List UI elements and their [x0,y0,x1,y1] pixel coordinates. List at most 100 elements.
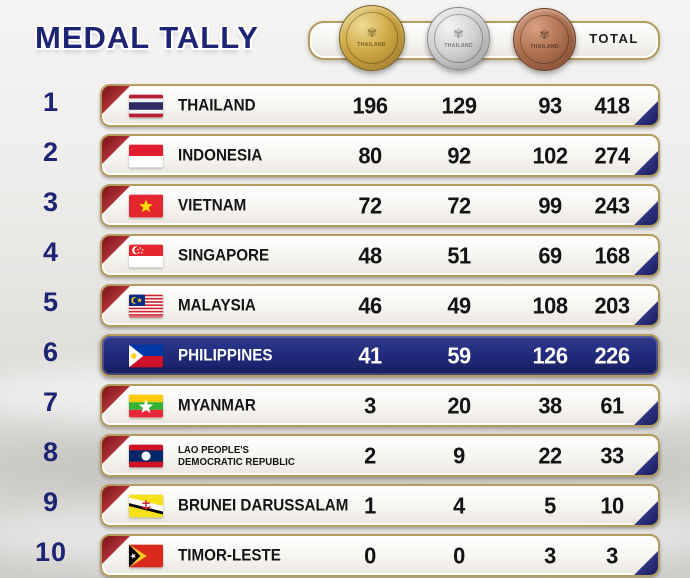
bronze-count: 38 [538,392,562,418]
medal-emblem: ✾ [366,25,378,40]
gold-count: 1 [364,492,376,518]
total-count: 226 [594,342,630,368]
red-corner-ribbon [102,436,130,464]
rank-label: 8 [42,437,60,467]
medal-emblem: ✾ [539,26,550,42]
bronze-count: 5 [544,492,556,518]
navy-corner-ribbon [634,451,658,475]
medal-ring [434,14,483,63]
gold-count: 72 [358,192,382,218]
bronze-count: 102 [532,142,568,168]
bronze-count: 93 [538,92,562,118]
total-count: 3 [606,542,618,568]
rank-label: 1 [42,87,60,117]
silver-medal-icon: ✾ THAILAND [427,7,490,70]
country-name: INDONESIA [178,146,263,164]
medal-label: THAILAND [530,43,559,49]
silver-count: 0 [453,542,465,568]
country-name: VIETNAM [178,196,247,214]
bronze-count: 108 [532,292,568,318]
country-flag-icon-timor-leste [129,544,163,567]
silver-count: 49 [447,292,471,318]
silver-count: 92 [447,142,471,168]
country-flag-icon-indonesia [129,144,163,167]
country-bar: MYANMAR 3 20 38 61 [100,384,660,427]
country-flag-icon-thailand [129,94,163,117]
country-bar: SINGAPORE 48 51 69 168 [100,234,660,277]
country-name: MALAYSIA [178,296,256,314]
table-row: 6 PHILIPPINES 41 59 126 226 [0,330,690,380]
bronze-count: 3 [544,542,556,568]
navy-corner-ribbon [634,251,658,275]
country-bar: VIETNAM 72 72 99 243 [100,184,660,227]
total-count: 168 [594,242,630,268]
red-corner-ribbon [102,386,130,414]
country-flag-icon-philippines [129,344,163,367]
country-name: SINGAPORE [178,246,270,264]
red-corner-ribbon [102,486,130,514]
navy-corner-ribbon [634,151,658,175]
silver-count: 20 [447,392,471,418]
country-bar: INDONESIA 80 92 102 274 [100,134,660,177]
country-bar: MALAYSIA 46 49 108 203 [100,284,660,327]
navy-corner-ribbon [634,401,658,425]
silver-count: 72 [447,192,471,218]
total-count: 243 [594,192,630,218]
country-bar: BRUNEI DARUSSALAM 1 4 5 10 [100,484,660,527]
gold-count: 80 [358,142,382,168]
gold-count: 48 [358,242,382,268]
country-flag-icon-malaysia [129,294,163,317]
gold-count: 41 [358,342,382,368]
rank-label: 4 [42,237,60,267]
rank-label: 9 [42,487,60,517]
bronze-count: 22 [538,442,562,468]
silver-count: 4 [453,492,465,518]
gold-count: 196 [352,92,388,118]
table-row: 5 MALAYSIA 46 49 108 203 [0,280,690,330]
medal-ring [346,12,398,64]
medal-emblem: ✾ [453,25,464,41]
country-name: THAILAND [178,96,256,114]
total-count: 203 [594,292,630,318]
table-row: 7 MYANMAR 3 20 38 61 [0,380,690,430]
table-row: 3 VIETNAM 72 72 99 243 [0,180,690,230]
country-bar: THAILAND 196 129 93 418 [100,84,660,127]
table-row: 8 LAO PEOPLE'S DEMOCRATIC REPUBLIC 2 9 22… [0,430,690,480]
rank-label: 10 [34,537,68,567]
gold-count: 3 [364,392,376,418]
rank-label: 2 [42,137,60,167]
navy-corner-ribbon [634,301,658,325]
country-name: LAO PEOPLE'S DEMOCRATIC REPUBLIC [178,443,295,468]
table-row: 2 INDONESIA 80 92 102 274 [0,130,690,180]
total-count: 33 [600,442,624,468]
table-row: 4 SINGAPORE 48 51 69 168 [0,230,690,280]
country-name: MYANMAR [178,396,256,414]
red-corner-ribbon [102,286,130,314]
medal-label: THAILAND [357,41,387,48]
red-corner-ribbon [102,186,130,214]
gold-count: 2 [364,442,376,468]
total-count: 274 [594,142,630,168]
country-bar: LAO PEOPLE'S DEMOCRATIC REPUBLIC 2 9 22 3… [100,434,660,477]
red-corner-ribbon [102,536,130,564]
navy-corner-ribbon [634,551,658,575]
country-flag-icon-laos [129,444,163,467]
country-bar: TIMOR-LESTE 0 0 3 3 [100,534,660,577]
total-count: 61 [600,392,624,418]
red-corner-ribbon [102,236,130,264]
total-count: 10 [600,492,624,518]
rank-label: 7 [42,387,60,417]
table-row: 1 THAILAND 196 129 93 418 [0,80,690,130]
table-row: 9 BRUNEI DARUSSALAM 1 4 5 10 [0,480,690,530]
country-flag-icon-myanmar [129,394,163,417]
country-flag-icon-singapore [129,244,163,267]
navy-corner-ribbon [634,501,658,525]
table-row: 10 TIMOR-LESTE 0 0 3 3 [0,530,690,578]
total-count: 418 [594,92,630,118]
country-flag-icon-brunei [129,494,163,517]
country-name: TIMOR-LESTE [178,546,281,564]
navy-corner-ribbon [634,101,658,125]
bronze-count: 69 [538,242,562,268]
silver-count: 9 [453,442,465,468]
